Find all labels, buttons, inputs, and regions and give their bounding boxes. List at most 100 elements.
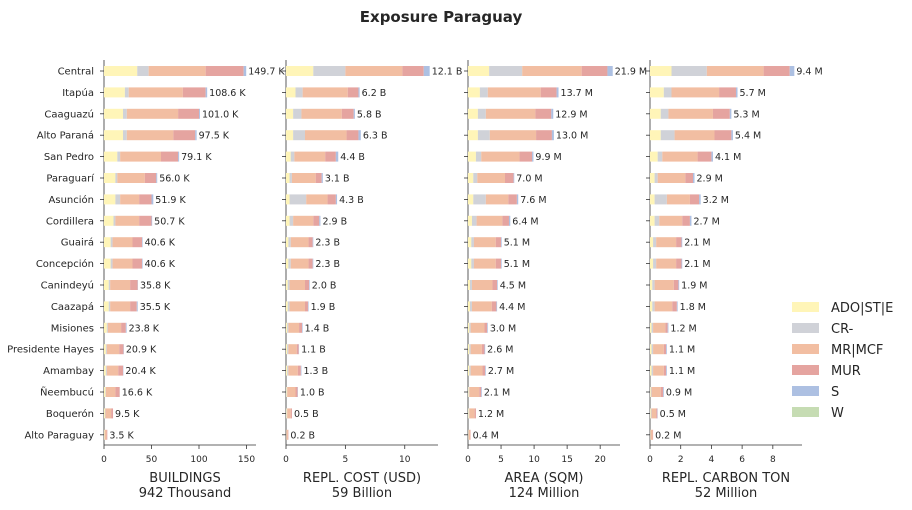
bar-s-san-pedro: [178, 151, 180, 162]
data-label: 51.9 K: [155, 195, 186, 206]
x-tick-label: 8: [770, 455, 776, 465]
data-label: 12.9 M: [555, 109, 587, 120]
bar-mur-boqueron: [656, 408, 658, 419]
bar-s-presidente-hayes: [484, 344, 486, 355]
bar-cr-amambay: [469, 365, 471, 376]
data-label: 101.0 K: [202, 109, 239, 120]
bar-cr-neembucu: [468, 387, 470, 397]
bar-cr-caazapa: [108, 301, 111, 312]
bar-mur-cordillera: [502, 215, 509, 226]
bar-mur-cordillera: [313, 215, 320, 226]
bar-mur-neembucu: [479, 387, 482, 397]
bar-mr-mcf-neembucu: [105, 387, 116, 397]
bar-cr-alto-parana: [293, 130, 305, 141]
bar-cr-presidente-hayes: [651, 344, 654, 355]
bar-mur-guaira: [132, 237, 142, 248]
bar-ado-st-e-asuncion: [650, 194, 655, 205]
bar-mur-paraguari: [685, 173, 693, 183]
bar-ado-st-e-cordillera: [650, 215, 655, 226]
bar-cr-caaguazu: [477, 108, 486, 119]
bar-s-misiones: [487, 322, 488, 333]
data-label: 13.7 M: [561, 88, 593, 99]
category-label-caaguazu: Caaguazú: [44, 108, 94, 120]
bar-cr-misiones: [651, 322, 654, 333]
bar-cr-concepcion: [288, 258, 291, 269]
bar-mur-concepcion: [308, 258, 313, 269]
bar-ado-st-e-alto-parana: [468, 130, 478, 141]
bar-mr-mcf-amambay: [106, 365, 119, 376]
bar-ado-st-e-alto-parana: [650, 130, 661, 141]
bar-mur-caazapa: [672, 301, 677, 312]
bar-cr-caaguazu: [293, 108, 302, 119]
bar-cr-guaira: [110, 237, 113, 248]
bar-mr-mcf-caazapa: [471, 301, 492, 312]
chart-title: Exposure Paraguay: [360, 8, 523, 26]
bar-cr-canindeyu: [652, 280, 655, 290]
bar-s-itapua: [205, 87, 208, 98]
bar-mr-mcf-asuncion: [666, 194, 690, 205]
bar-mur-itapua: [719, 87, 736, 98]
data-label: 6.3 B: [363, 131, 388, 142]
data-label: 1.4 B: [305, 323, 330, 334]
x-tick-label: 0: [465, 455, 471, 465]
data-label: 1.0 B: [300, 388, 325, 399]
bar-ado-st-e-asuncion: [468, 194, 474, 205]
bar-s-caaguazu: [353, 108, 355, 119]
data-label: 4.5 M: [500, 281, 526, 292]
data-label: 2.9 B: [322, 216, 347, 227]
bar-cr-guaira: [471, 237, 474, 248]
bar-ado-st-e-paraguari: [468, 173, 474, 183]
bar-ado-st-e-canindeyu: [286, 280, 288, 290]
category-label-alto-parana: Alto Paraná: [37, 130, 94, 142]
bar-cr-neembucu: [286, 387, 288, 397]
bar-mr-mcf-guaira: [112, 237, 133, 248]
bar-mr-mcf-alto-paraguay: [286, 429, 288, 440]
data-label: 4.3 B: [339, 195, 364, 206]
bar-mur-amambay: [663, 365, 667, 376]
data-label: 23.8 K: [129, 323, 160, 334]
x-tick-label: 6: [739, 455, 745, 465]
bar-cr-cordillera: [471, 215, 477, 226]
data-label: 0.5 M: [660, 409, 686, 420]
bar-mr-mcf-caaguazu: [668, 108, 713, 119]
data-label: 1.1 B: [301, 345, 326, 356]
data-label: 6.2 B: [362, 88, 387, 99]
bar-mur-paraguari: [505, 173, 514, 183]
category-label-cordillera: Cordillera: [46, 216, 94, 227]
bar-mur-boqueron: [111, 408, 114, 419]
bar-cr-asuncion: [473, 194, 486, 205]
legend-swatch-cr: [792, 323, 819, 333]
bar-mr-mcf-amambay: [470, 365, 483, 376]
bar-mr-mcf-san-pedro: [294, 151, 326, 162]
bar-mr-mcf-itapua: [487, 87, 541, 98]
bar-ado-st-e-alto-parana: [286, 130, 294, 141]
bar-mr-mcf-alto-parana: [305, 130, 347, 141]
bar-s-alto-parana: [551, 130, 554, 141]
bar-s-concepcion: [681, 258, 683, 269]
bar-ado-st-e-misiones: [468, 322, 470, 333]
data-label: 2.1 M: [484, 388, 510, 399]
data-label: 6.4 M: [512, 216, 538, 227]
bar-mr-mcf-alto-parana: [674, 130, 715, 141]
category-label-guaira: Guairá: [61, 237, 94, 249]
bar-ado-st-e-asuncion: [104, 194, 116, 205]
bar-ado-st-e-concepcion: [650, 258, 654, 269]
bar-mur-cordillera: [139, 215, 152, 226]
data-label: 3.0 M: [490, 323, 516, 334]
bar-cr-presidente-hayes: [287, 344, 289, 355]
bar-cr-san-pedro: [117, 151, 121, 162]
bar-mr-mcf-presidente-hayes: [470, 344, 482, 355]
bar-mur-caaguazu: [535, 108, 552, 119]
bar-mr-mcf-cordillera: [115, 215, 140, 226]
bar-cr-neembucu: [650, 387, 652, 397]
bar-s-canindeyu: [497, 280, 498, 290]
bar-s-amambay: [666, 365, 667, 376]
x-tick-label: 2: [678, 455, 684, 465]
bar-cr-asuncion: [115, 194, 121, 205]
bar-mur-misiones: [484, 322, 488, 333]
bar-s-alto-parana: [358, 130, 361, 141]
bar-mr-mcf-alto-paraguay: [468, 429, 471, 440]
bar-ado-st-e-misiones: [286, 322, 288, 333]
bar-mr-mcf-san-pedro: [662, 151, 698, 162]
bar-mr-mcf-misiones: [288, 322, 300, 333]
